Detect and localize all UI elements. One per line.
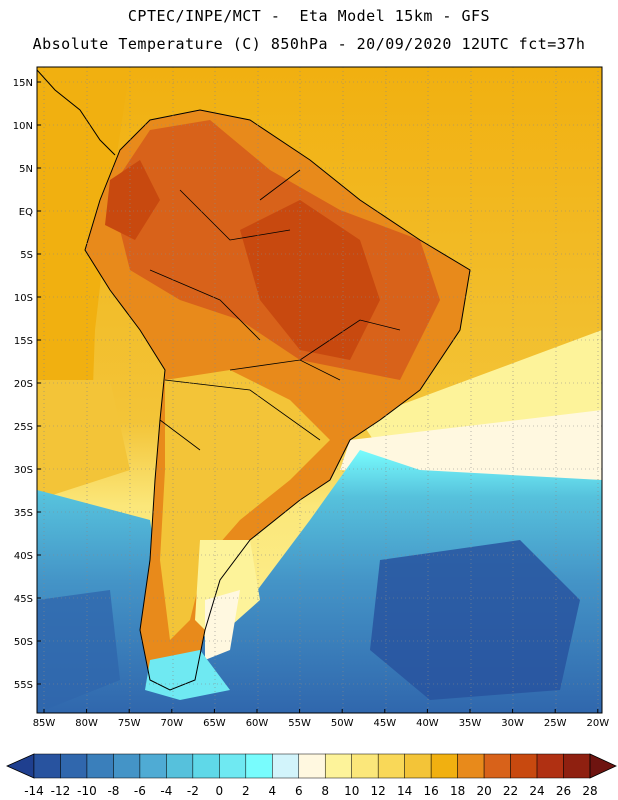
colorbar-label: 20 (476, 784, 491, 798)
colorbar-swatch (33, 753, 61, 779)
pacific-warm-band (37, 67, 130, 480)
colorbar-swatch (245, 753, 273, 779)
lon-label: 80W (75, 718, 98, 729)
tierra-del-fuego-cold (145, 650, 230, 700)
lon-label: 65W (203, 718, 226, 729)
colorbar-label: -4 (160, 784, 172, 798)
lat-label: 40S (14, 551, 33, 562)
southern-cone-warm (160, 370, 330, 640)
colorbar-swatch (272, 753, 300, 779)
colorbar-swatch (86, 753, 114, 779)
andes-hot (105, 160, 160, 240)
lon-label: 60W (246, 718, 269, 729)
lat-label: 15N (13, 78, 33, 89)
colorbar-label: 2 (242, 784, 250, 798)
lat-label: 45S (14, 594, 33, 605)
colorbar-label: 6 (295, 784, 303, 798)
colorbar-swatch (166, 753, 194, 779)
longitude-labels: 85W 80W 75W 70W 65W 60W 55W 50W 45W 40W 35W 30W 25W 2… (33, 709, 609, 729)
coastline (84, 109, 471, 691)
colorbar-swatch (298, 753, 326, 779)
colorbar-swatch (60, 753, 88, 779)
lon-label: 35W (459, 718, 482, 729)
colorbar-swatch (351, 753, 379, 779)
colorbar-label: 16 (424, 784, 439, 798)
lat-label: 10S (14, 293, 33, 304)
lat-label: 10N (13, 121, 33, 132)
lat-label: 50S (14, 637, 33, 648)
colorbar-swatch (219, 753, 247, 779)
deep-cold-pool (370, 540, 580, 700)
pacific-band-2 (37, 380, 130, 500)
lat-label: 20S (14, 379, 33, 390)
colorbar-swatch (404, 753, 432, 779)
lon-label: 70W (160, 718, 183, 729)
lat-label: 35S (14, 508, 33, 519)
atlantic-cream-band (340, 410, 602, 480)
colorbar-swatch (113, 753, 141, 779)
colorbar-swatch (139, 753, 167, 779)
lon-label: 20W (586, 718, 609, 729)
colorbar-swatch (430, 753, 458, 779)
colorbar-label: -14 (24, 784, 44, 798)
lon-label: 25W (544, 718, 567, 729)
colorbar-label: 28 (582, 784, 597, 798)
colorbar-max-arrow (589, 753, 617, 779)
lat-label: 15S (14, 336, 33, 347)
lon-label: 30W (501, 718, 524, 729)
lat-label: 25S (14, 422, 33, 433)
amazon-very-hot (240, 200, 380, 360)
colorbar-swatch (483, 753, 511, 779)
colorbar-label: 18 (450, 784, 465, 798)
colorbar-label: 12 (371, 784, 386, 798)
latitude-labels: 15N 10N 5N EQ 5S 10S 15S 20S 25S 30S 35S 40S 45S 50S 5… (13, 78, 41, 691)
colorbar-label: 10 (344, 784, 359, 798)
lon-label: 45W (373, 718, 396, 729)
colorbar-label: -12 (51, 784, 71, 798)
patagonia-pale (205, 590, 240, 660)
colorbar-swatch (192, 753, 220, 779)
map-field (37, 67, 602, 713)
map-title-line-1: CPTEC/INPE/MCT - Eta Model 15km - GFS (127, 7, 491, 25)
lat-label: EQ (19, 207, 33, 218)
lon-label: 40W (416, 718, 439, 729)
lat-label: 55S (14, 680, 33, 691)
colorbar-label: 26 (556, 784, 571, 798)
lat-label: 5S (20, 250, 33, 261)
colorbar-label: -8 (107, 784, 119, 798)
colorbar-label: 24 (529, 784, 544, 798)
map-title-line-2: Absolute Temperature (C) 850hPa - 20/09/… (32, 35, 586, 53)
colorbar-min-arrow (6, 753, 35, 779)
lat-label: 5N (19, 164, 33, 175)
map-frame (36, 66, 603, 714)
central-america-coast (37, 69, 116, 156)
lon-label: 55W (288, 718, 311, 729)
colorbar (6, 753, 617, 779)
colorbar-swatch (377, 753, 405, 779)
colorbar-labels: -14 -12 -10 -8 -6 -4 -2 0 2 4 6 8 10 12 14 16 18 20 22 24 26… (24, 784, 597, 798)
colorbar-swatch (510, 753, 538, 779)
lon-label: 75W (118, 718, 141, 729)
colorbar-label: 22 (503, 784, 518, 798)
colorbar-label: -10 (77, 784, 97, 798)
lon-label: 50W (331, 718, 354, 729)
colorbar-label: 14 (397, 784, 412, 798)
colorbar-swatch (536, 753, 564, 779)
colorbar-label: -6 (134, 784, 146, 798)
cold-pool-west (37, 590, 120, 713)
lat-label: 30S (14, 465, 33, 476)
colorbar-swatch (324, 753, 352, 779)
colorbar-label: -2 (187, 784, 199, 798)
colorbar-label: 4 (268, 784, 276, 798)
lon-label: 85W (33, 718, 56, 729)
colorbar-swatch (457, 753, 485, 779)
colorbar-swatch (563, 753, 591, 779)
colorbar-label: 8 (321, 784, 329, 798)
colorbar-label: 0 (216, 784, 224, 798)
